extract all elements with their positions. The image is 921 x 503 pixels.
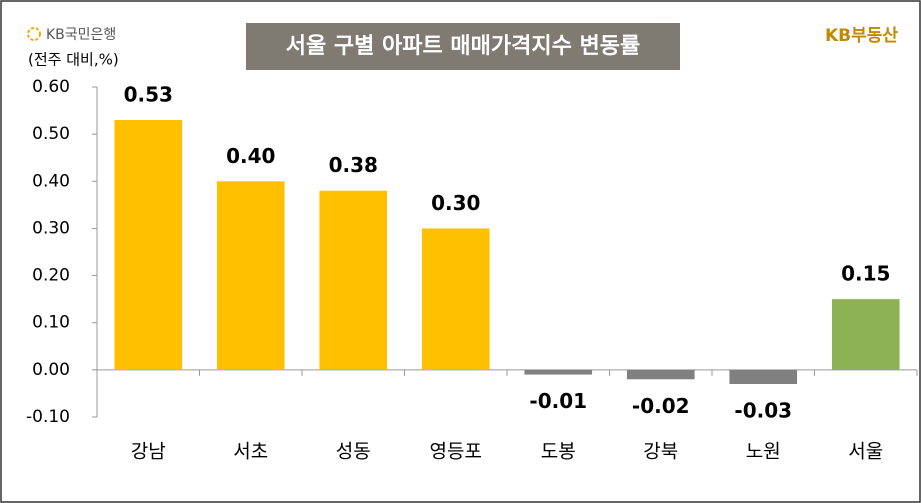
y-tick-label: 0.00 xyxy=(32,360,70,380)
bar xyxy=(319,190,388,370)
x-tick-label: 강북 xyxy=(643,441,678,463)
chart-title: 서울 구별 아파트 매매가격지수 변동률 xyxy=(286,34,640,59)
value-label: 0.38 xyxy=(329,153,378,177)
y-tick-label: 0.30 xyxy=(32,218,70,238)
x-tick-label: 성동 xyxy=(336,441,371,463)
y-tick-label: 0.40 xyxy=(32,171,70,191)
y-tick-label: 0.20 xyxy=(32,266,70,286)
y-tick-label: 0.10 xyxy=(32,313,70,333)
x-tick-label: 영등포 xyxy=(430,441,482,463)
brand-left: KB국민은행 xyxy=(46,27,116,43)
brand-logo xyxy=(27,27,41,41)
value-label: 0.15 xyxy=(841,262,890,286)
x-tick-label: 강남 xyxy=(131,441,166,463)
x-tick-label: 노원 xyxy=(746,441,781,463)
bar xyxy=(626,369,695,380)
bar xyxy=(729,369,798,384)
value-label: -0.01 xyxy=(529,389,587,413)
value-label: -0.02 xyxy=(632,394,690,418)
value-label: 0.53 xyxy=(124,83,173,107)
subtitle: (전주 대비,%) xyxy=(28,51,119,69)
bar xyxy=(831,299,900,370)
title-box xyxy=(246,23,680,70)
y-tick-label: 0.60 xyxy=(32,77,70,97)
bar xyxy=(421,228,490,370)
bar xyxy=(114,120,183,370)
value-label: -0.03 xyxy=(734,399,792,423)
y-tick-label: 0.50 xyxy=(32,124,70,144)
value-label: 0.30 xyxy=(431,191,480,215)
y-tick-label: -0.10 xyxy=(26,407,70,427)
x-tick-label: 도봉 xyxy=(541,441,576,463)
bar xyxy=(524,369,593,375)
x-tick-label: 서초 xyxy=(233,441,268,463)
bar xyxy=(216,181,285,370)
value-label: 0.40 xyxy=(226,144,275,168)
x-tick-label: 서울 xyxy=(848,441,883,463)
brand-right: KB부동산 xyxy=(825,26,898,46)
